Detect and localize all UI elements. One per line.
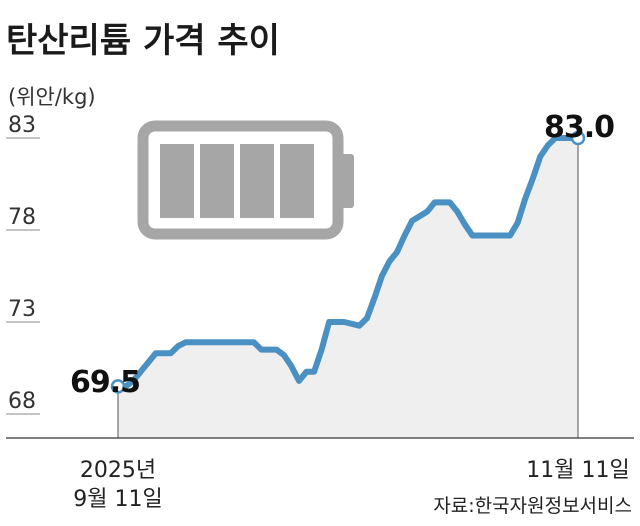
- y-tick-label: 78: [8, 205, 36, 230]
- y-axis-ticks: 68 73 78 83: [8, 113, 36, 414]
- y-axis-unit: (위안/kg): [8, 85, 96, 109]
- source-note: 자료:한국자원정보서비스: [433, 495, 632, 517]
- series-line: [115, 135, 581, 390]
- start-value-label: 69.5: [70, 365, 140, 400]
- x-tick-start-year: 2025년: [80, 458, 156, 483]
- x-tick-end-date: 11월 11일: [526, 458, 629, 483]
- battery-icon: [137, 120, 354, 240]
- y-tick-label: 83: [8, 113, 36, 138]
- start-point-marker: [110, 379, 126, 394]
- y-gridlines: [6, 137, 40, 415]
- end-point-marker: [570, 130, 586, 146]
- y-tick-label: 68: [8, 389, 36, 414]
- end-value-label: 83.0: [544, 110, 614, 145]
- chart-title: 탄산리튬 가격 추이: [6, 21, 280, 61]
- y-tick-label: 73: [8, 297, 36, 322]
- x-tick-start-date: 9월 11일: [73, 487, 162, 512]
- area-fill: [118, 138, 578, 438]
